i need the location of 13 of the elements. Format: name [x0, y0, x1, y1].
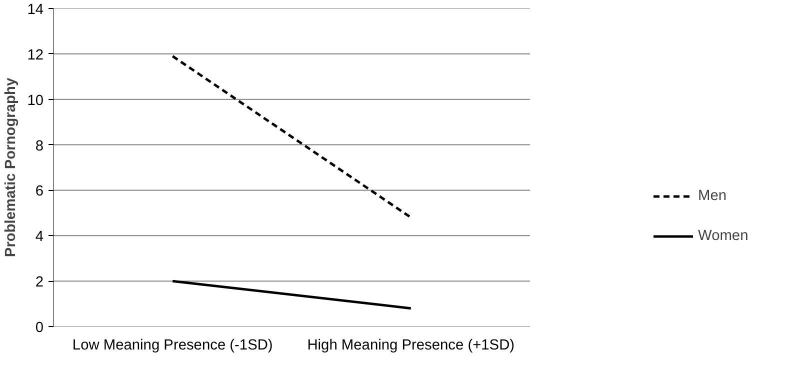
y-tick-label: 4 — [35, 229, 44, 246]
y-tick-label: 6 — [35, 184, 44, 200]
legend-label: Men — [698, 188, 727, 204]
y-axis-title: Problematic Pornography — [3, 77, 20, 258]
x-tick-label: Low Meaning Presence (-1SD) — [72, 338, 273, 354]
y-tick-label: 10 — [27, 92, 44, 109]
y-tick-label: 0 — [35, 320, 44, 336]
x-tick-label: High Meaning Presence (+1SD) — [307, 338, 515, 354]
y-tick-label: 2 — [35, 274, 44, 291]
y-tick-label: 14 — [27, 2, 44, 18]
y-tick-label: 8 — [35, 138, 44, 154]
legend-label: Women — [698, 228, 748, 244]
y-tick-label: 12 — [27, 47, 44, 64]
